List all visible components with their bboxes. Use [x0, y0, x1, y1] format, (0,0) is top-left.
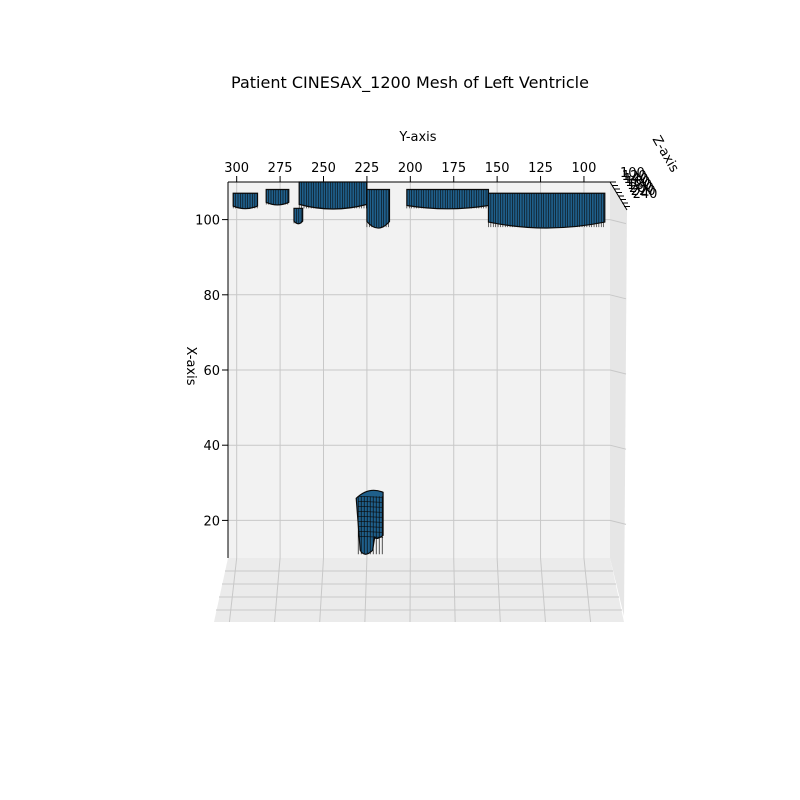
x-tick-label: 80: [203, 289, 220, 304]
side-grid-line: [609, 519, 627, 525]
mesh-edge-line: [358, 536, 384, 538]
z-tick-label: 180: [627, 178, 652, 193]
mesh-edge-line: [358, 526, 384, 528]
y-tick-label: 150: [485, 161, 510, 176]
mesh-edge-line: [358, 501, 384, 503]
y-tick-label: 275: [268, 161, 293, 176]
mesh-blob: [355, 489, 384, 555]
mesh-edge-line: [358, 516, 384, 518]
floor-pane: [214, 558, 624, 622]
y-tick-label: 225: [354, 161, 379, 176]
y-tick-label: 300: [224, 161, 249, 176]
grid-lines: [216, 176, 627, 623]
ventricle-mesh: [232, 181, 606, 555]
floor-grid-line: [274, 557, 281, 623]
floor-grid-line: [228, 557, 238, 623]
y-tick-label: 125: [528, 161, 553, 176]
mesh-surface: [487, 192, 606, 229]
floor-grid-line: [496, 557, 501, 623]
x-tick-label: 100: [195, 214, 220, 229]
mesh-band: [487, 192, 606, 229]
y-tick-label: 200: [398, 161, 423, 176]
side-grid-line: [609, 219, 627, 225]
chart-title: Patient CINESAX_1200 Mesh of Left Ventri…: [231, 73, 589, 93]
axes-panes: [214, 182, 627, 622]
y-axis-label: Y-axis: [398, 130, 436, 145]
z-tick-label: 120: [622, 169, 647, 184]
mesh-edge-line: [358, 496, 384, 498]
mesh-edge-line: [358, 511, 384, 513]
floor-grid-line: [453, 557, 456, 623]
z-tick-label: 200: [629, 181, 654, 196]
tick-labels: 300 275 250 225 200 175 150 125 100 20 40 60 80 100 10…: [195, 161, 657, 529]
mesh-band: [293, 207, 304, 225]
mesh-edge-line: [358, 521, 384, 523]
x-tick-label: 20: [203, 514, 220, 529]
z-tick-label: 220: [631, 184, 656, 199]
z-tick-label: 140: [624, 172, 649, 187]
floor-grid-line: [319, 557, 324, 623]
floor-grid-line: [364, 557, 368, 623]
mesh-band: [406, 188, 490, 210]
mesh-band: [366, 188, 391, 229]
side-grid-line: [609, 294, 627, 300]
y-tick-label: 250: [311, 161, 336, 176]
side-grid-line: [609, 444, 627, 450]
z-tick-label: 160: [625, 175, 650, 190]
mesh-band: [232, 192, 259, 210]
floor-grid-line: [540, 557, 546, 623]
z-tick-label: 100: [620, 166, 645, 181]
mesh-band: [265, 188, 290, 206]
floor-grid-line: [583, 557, 592, 623]
z-axis-label: Z-axis: [649, 133, 682, 175]
x-axis-label: X-axis: [183, 347, 198, 386]
mesh-edge-line: [358, 506, 384, 508]
mesh-band: [298, 181, 368, 210]
x-tick-label: 60: [203, 364, 220, 379]
z-tick-label: 240: [633, 187, 658, 202]
x-tick-label: 40: [203, 439, 220, 454]
y-tick-label: 175: [441, 161, 466, 176]
side-grid-line: [609, 369, 627, 375]
mesh-edge-line: [358, 531, 384, 533]
side-pane: [610, 182, 627, 616]
y-tick-label: 100: [572, 161, 597, 176]
